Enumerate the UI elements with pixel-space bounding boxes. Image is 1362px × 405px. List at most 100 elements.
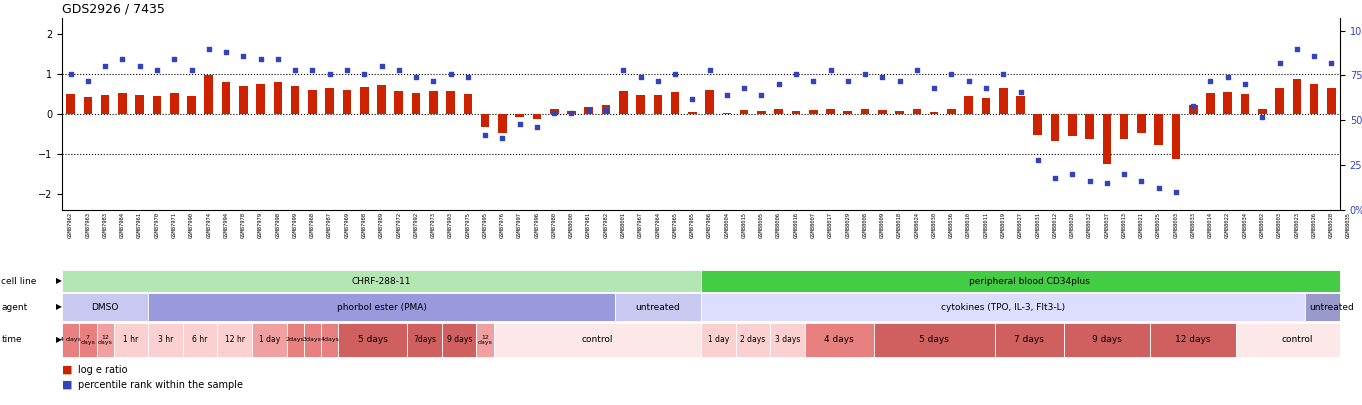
Point [1027, 156, 1049, 163]
Bar [304, 323, 321, 357]
Bar [343, 90, 351, 114]
Bar [83, 97, 93, 114]
Point [577, 106, 599, 113]
Bar [757, 111, 765, 114]
Point [249, 56, 271, 62]
Point [836, 78, 858, 84]
Text: GSM88029: GSM88029 [846, 212, 850, 239]
Text: 9 days: 9 days [1092, 335, 1122, 345]
Bar [701, 271, 1358, 292]
Text: peripheral blood CD34plus: peripheral blood CD34plus [968, 277, 1090, 286]
Bar [135, 95, 144, 114]
Text: GSM87973: GSM87973 [430, 212, 436, 239]
Point [647, 78, 669, 84]
Bar [701, 292, 1305, 322]
Point [370, 63, 392, 70]
Text: GSM88035: GSM88035 [1346, 212, 1351, 239]
Text: GSM88034: GSM88034 [1242, 212, 1248, 239]
Bar [706, 90, 714, 114]
Text: GSM88031: GSM88031 [1035, 212, 1041, 239]
Bar [238, 86, 248, 114]
Text: 2days: 2days [286, 337, 305, 343]
Bar [1237, 323, 1358, 357]
Bar [395, 91, 403, 114]
Text: GDS2926 / 7435: GDS2926 / 7435 [63, 2, 165, 15]
Bar [670, 92, 680, 114]
Text: GSM88033: GSM88033 [1190, 212, 1196, 239]
Text: GSM87971: GSM87971 [172, 212, 177, 239]
Text: GSM88025: GSM88025 [1156, 212, 1162, 239]
Text: GSM87961: GSM87961 [138, 212, 142, 239]
Text: GSM88008: GSM88008 [862, 212, 868, 239]
Text: log e ratio: log e ratio [79, 365, 128, 375]
Bar [79, 323, 97, 357]
Bar [291, 86, 300, 114]
Text: percentile rank within the sample: percentile rank within the sample [79, 380, 244, 390]
Point [1061, 171, 1083, 177]
Text: 4days: 4days [320, 337, 339, 343]
Point [336, 67, 358, 73]
Bar [447, 91, 455, 114]
Text: GSM88016: GSM88016 [794, 212, 798, 239]
Bar [740, 110, 749, 114]
Point [78, 78, 99, 84]
Text: GSM88000: GSM88000 [569, 212, 573, 239]
Bar [1207, 93, 1215, 114]
Text: GSM87976: GSM87976 [500, 212, 505, 239]
Bar [429, 91, 437, 114]
Text: cytokines (TPO, IL-3, Flt3-L): cytokines (TPO, IL-3, Flt3-L) [941, 303, 1065, 311]
Bar [827, 109, 835, 114]
Text: GSM88022: GSM88022 [1226, 212, 1230, 239]
Text: GSM87972: GSM87972 [396, 212, 402, 239]
Point [1182, 103, 1204, 109]
Text: CHRF-288-11: CHRF-288-11 [351, 277, 411, 286]
Text: GSM88036: GSM88036 [949, 212, 953, 239]
Text: control: control [582, 335, 613, 345]
Text: GSM88037: GSM88037 [1105, 212, 1110, 239]
Bar [1275, 88, 1284, 114]
Text: GSM88003: GSM88003 [1278, 212, 1282, 239]
Text: 3 hr: 3 hr [158, 335, 173, 345]
Text: cell line: cell line [1, 277, 37, 286]
Text: GSM87999: GSM87999 [293, 212, 298, 239]
Point [785, 70, 806, 77]
Bar [861, 109, 869, 114]
Bar [1102, 114, 1111, 164]
Point [1268, 60, 1290, 66]
Bar [878, 110, 887, 114]
Text: GSM88004: GSM88004 [725, 212, 730, 239]
Bar [441, 323, 477, 357]
Text: 3days: 3days [302, 337, 321, 343]
Bar [701, 323, 735, 357]
Text: GSM88011: GSM88011 [983, 212, 989, 239]
Bar [602, 105, 610, 114]
Point [629, 74, 651, 81]
Point [181, 67, 203, 73]
Bar [67, 94, 75, 114]
Text: GSM88032: GSM88032 [1087, 212, 1092, 239]
Text: GSM87975: GSM87975 [466, 212, 470, 239]
Text: 1 day: 1 day [708, 335, 729, 345]
Text: ▶: ▶ [56, 335, 61, 345]
Point [94, 63, 116, 70]
Bar [873, 323, 994, 357]
Text: GSM88013: GSM88013 [1122, 212, 1126, 239]
Text: GSM87997: GSM87997 [518, 212, 522, 239]
Bar [930, 112, 938, 114]
Point [768, 81, 790, 87]
Text: GSM88002: GSM88002 [1260, 212, 1265, 239]
Text: GSM87967: GSM87967 [637, 212, 643, 239]
Text: GSM87965: GSM87965 [673, 212, 677, 239]
Point [146, 67, 168, 73]
Text: agent: agent [1, 303, 27, 311]
Bar [63, 323, 79, 357]
Bar [1305, 292, 1358, 322]
Text: GSM87988: GSM87988 [362, 212, 366, 239]
Text: GSM87984: GSM87984 [120, 212, 125, 239]
Bar [153, 96, 161, 114]
Bar [377, 85, 385, 114]
Bar [618, 91, 628, 114]
Text: GSM87974: GSM87974 [206, 212, 211, 239]
Bar [1258, 109, 1267, 114]
Point [163, 56, 185, 62]
